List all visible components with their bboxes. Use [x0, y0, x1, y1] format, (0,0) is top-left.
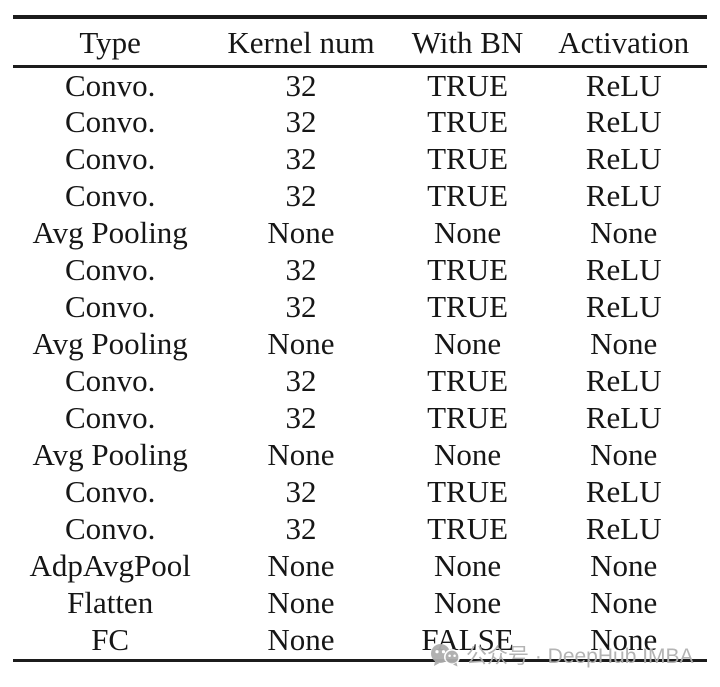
table-cell: TRUE	[427, 474, 509, 509]
table-cell: ReLU	[585, 67, 662, 103]
table-cell: Flatten	[67, 585, 154, 620]
table-row: AdpAvgPool None None None	[13, 548, 707, 585]
table-cell: Convo.	[64, 511, 156, 546]
table-row: Convo. 32 TRUE ReLU	[13, 104, 707, 141]
table-body: Convo. 32 TRUE ReLU Convo. 32 TRUE ReLU Convo. 32…	[13, 66, 707, 659]
table-row: Convo. 32 TRUE ReLU	[13, 141, 707, 178]
table-cell: None	[267, 215, 335, 250]
table-cell: TRUE	[427, 511, 509, 546]
table-cell: Convo.	[64, 474, 156, 509]
table-cell: None	[590, 437, 658, 472]
table-cell: Convo.	[64, 363, 156, 398]
table-row: Convo. 32 TRUE ReLU	[13, 511, 707, 548]
table-cell: 32	[285, 400, 317, 435]
table-cell: None	[267, 585, 335, 620]
column-header-type: Type	[13, 19, 208, 68]
wechat-official-account-icon	[431, 644, 460, 667]
table-cell: Avg Pooling	[32, 215, 188, 250]
table-cell: ReLU	[585, 178, 662, 213]
table-cell: None	[267, 437, 335, 472]
table-row: Avg Pooling None None None	[13, 215, 707, 252]
table-cell: None	[267, 326, 335, 361]
table-row: Convo. 32 TRUE ReLU	[13, 66, 707, 104]
table-cell: 32	[285, 178, 317, 213]
network-architecture-table: Type Kernel num With BN Activation Convo…	[13, 19, 707, 659]
table-cell: None	[433, 437, 502, 472]
table-cell: 32	[285, 104, 317, 139]
table-cell: Avg Pooling	[32, 437, 188, 472]
table-cell: Convo.	[64, 252, 156, 287]
table-cell: ReLU	[585, 252, 662, 287]
table-cell: ReLU	[585, 141, 662, 176]
table-cell: 32	[285, 511, 317, 546]
table-cell: None	[433, 548, 502, 583]
table-row: Avg Pooling None None None	[13, 437, 707, 474]
table-cell: Convo.	[64, 289, 156, 324]
table-cell: FC	[91, 622, 130, 657]
table-cell: None	[590, 548, 658, 583]
table-row: Convo. 32 TRUE ReLU	[13, 474, 707, 511]
table-cell: TRUE	[427, 178, 509, 213]
column-header-with-bn: With BN	[394, 19, 541, 68]
table-cell: None	[433, 215, 502, 250]
table-cell: None	[590, 215, 658, 250]
table-cell: None	[590, 326, 658, 361]
table-cell: 32	[285, 363, 317, 398]
table-row: Convo. 32 TRUE ReLU	[13, 178, 707, 215]
table-row: Convo. 32 TRUE ReLU	[13, 289, 707, 326]
column-header-kernel-num: Kernel num	[207, 19, 395, 68]
table-row: FC None FALSE None	[13, 622, 707, 659]
table-row: Avg Pooling None None None	[13, 326, 707, 363]
table-cell: 32	[285, 141, 317, 176]
table-cell: ReLU	[585, 474, 662, 509]
table-cell: None	[433, 326, 502, 361]
table-cell: TRUE	[427, 104, 509, 139]
table-cell: ReLU	[585, 363, 662, 398]
table-cell: ReLU	[585, 400, 662, 435]
table-cell: Convo.	[64, 141, 156, 176]
table-cell: 32	[285, 252, 317, 287]
table-cell: Convo.	[64, 67, 156, 103]
table-cell: AdpAvgPool	[29, 548, 191, 583]
table-cell: TRUE	[427, 289, 509, 324]
table-header: Type Kernel num With BN Activation	[13, 19, 707, 68]
table-cell: TRUE	[427, 67, 509, 103]
table-cell: None	[590, 622, 658, 657]
table-row: Convo. 32 TRUE ReLU	[13, 363, 707, 400]
watermark: 公众号 · DeepHub IMBA	[430, 641, 694, 669]
table-cell: None	[433, 585, 502, 620]
table-row: Convo. 32 TRUE ReLU	[13, 252, 707, 289]
table-cell: ReLU	[585, 289, 662, 324]
table-cell: ReLU	[585, 511, 662, 546]
table-cell: TRUE	[427, 252, 509, 287]
table-cell: Convo.	[64, 400, 156, 435]
table-row: Flatten None None None	[13, 585, 707, 622]
table-row: Convo. 32 TRUE ReLU	[13, 400, 707, 437]
table-header-row: Type Kernel num With BN Activation	[13, 19, 707, 68]
table-cell: 32	[285, 474, 317, 509]
table-cell: TRUE	[427, 400, 509, 435]
table-cell: 32	[285, 67, 317, 103]
table-cell: None	[590, 585, 658, 620]
table-cell: Convo.	[64, 178, 156, 213]
table-cell: Avg Pooling	[32, 326, 188, 361]
table-cell: ReLU	[585, 104, 662, 139]
table-rules-frame: Type Kernel num With BN Activation Convo…	[13, 15, 707, 662]
table-cell: Convo.	[64, 104, 156, 139]
watermark-text: 公众号 · DeepHub IMBA	[466, 645, 694, 668]
table-cell: 32	[285, 289, 317, 324]
column-header-activation: Activation	[540, 19, 707, 68]
table-cell: TRUE	[427, 363, 509, 398]
table-cell: TRUE	[427, 141, 509, 176]
table-cell: None	[267, 622, 335, 657]
table-cell: None	[267, 548, 335, 583]
